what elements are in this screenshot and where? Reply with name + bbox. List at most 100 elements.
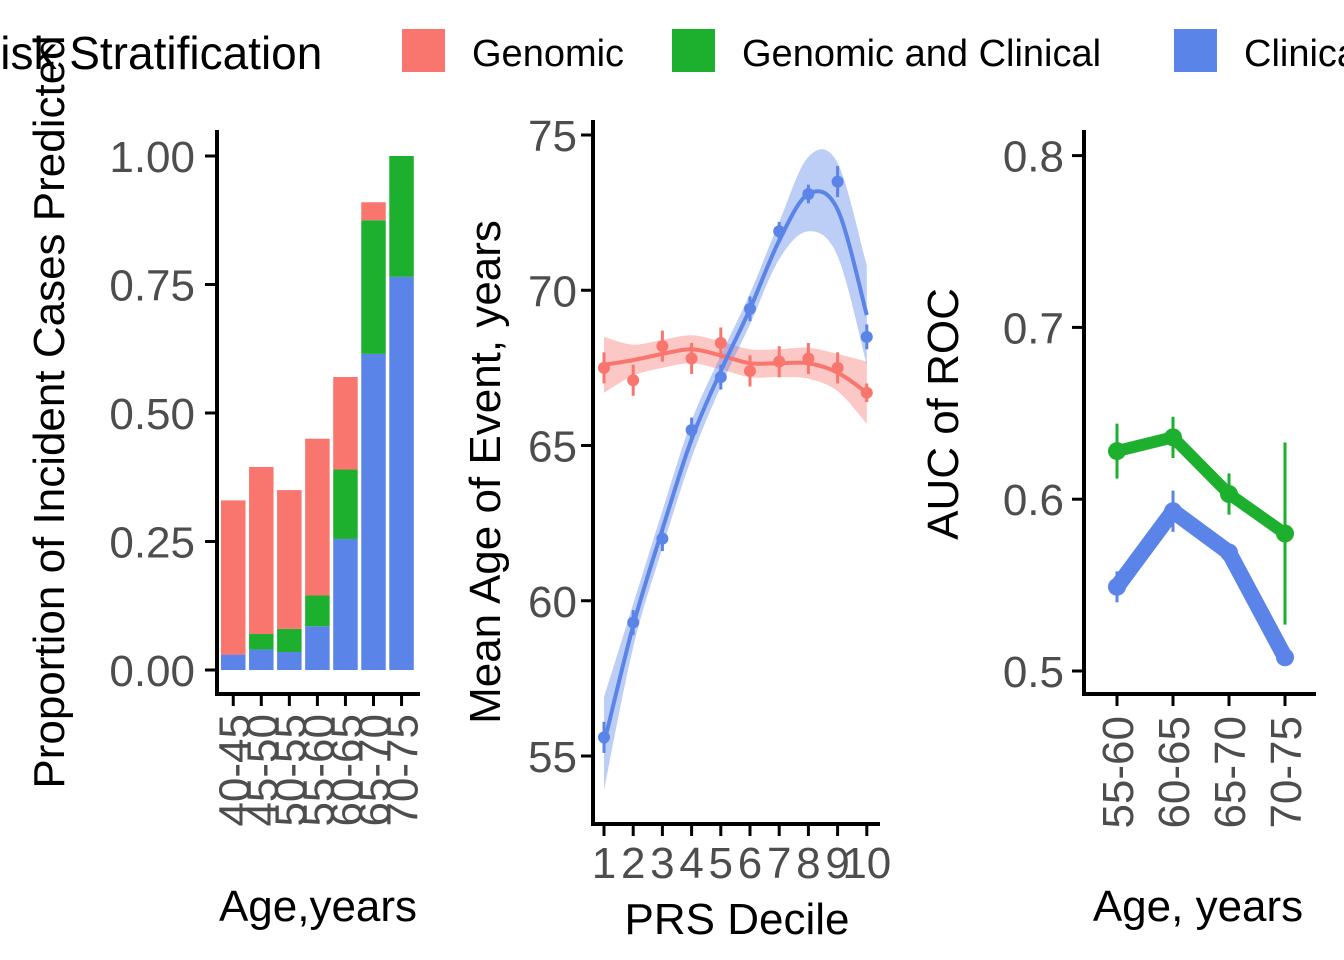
bar-clinical-60-65: [333, 538, 358, 670]
legend-key-genomic: [402, 29, 445, 72]
y-tick-label: 55: [528, 733, 577, 782]
legend-key-clinical: [1174, 29, 1217, 72]
point-genomic: [685, 352, 698, 365]
legend-label-genomic: Genomic: [472, 33, 624, 75]
confidence-band-group: [604, 149, 867, 791]
x-tick-label: 4: [679, 839, 703, 888]
point-genomic: [598, 361, 610, 374]
x-tick-label: 70-75: [379, 714, 428, 827]
x-tick-label: 45-50: [238, 714, 287, 827]
point-clinical: [831, 175, 844, 188]
y-tick-group: 0.00 0.25 0.50 0.75 1.00: [109, 133, 217, 696]
point-clinical: [714, 371, 727, 384]
x-tick-label: 55-60: [1094, 716, 1143, 829]
point-genomic-and-clinical: [1220, 485, 1238, 504]
legend-label-genomic-and-clinical: Genomic and Clinical: [742, 33, 1101, 75]
point-genomic-and-clinical: [1164, 428, 1182, 447]
panel-prs-decile: 55 60 65 70 75 1 2 3 4 5 6 7 8 910 PRS Decile Mean A…: [461, 112, 891, 944]
y-tick-label: 0.00: [109, 647, 195, 696]
line-genomic-and-clinical: [1111, 431, 1291, 540]
bar-genomic-55-60: [305, 438, 330, 596]
bar-clinical-70-75: [389, 276, 414, 670]
point-group: [598, 166, 873, 753]
point-genomic: [831, 361, 844, 374]
x-tick-label: 10: [842, 839, 891, 888]
point-genomic: [627, 374, 640, 387]
point-clinical: [860, 330, 873, 343]
bar-clinical-40-45: [221, 654, 246, 670]
x-tick-label: 5: [709, 839, 733, 888]
y-tick-label: 75: [528, 112, 577, 161]
panel-auc-roc: 0.5 0.6 0.7 0.8 55-60 60-65 65-70 70-75 Age, y…: [919, 130, 1316, 931]
point-genomic: [656, 340, 669, 353]
point-clinical: [1276, 648, 1294, 667]
x-axis-title: Age,years: [219, 882, 417, 931]
y-tick-label: 0.7: [1003, 304, 1064, 353]
bar-genomic-and-clinical-55-60: [305, 595, 330, 627]
bar-group: [221, 156, 414, 670]
point-clinical: [1220, 543, 1238, 562]
point-clinical: [1164, 502, 1182, 521]
panel-stacked-bar: 0.00 0.25 0.50 0.75 1.00 40-4545-5050-5555-6…: [25, 35, 428, 931]
x-tick-label: 2: [621, 839, 645, 888]
bar-genomic-and-clinical-70-75: [389, 156, 414, 277]
x-tick-label: 60-65: [322, 714, 371, 827]
bar-genomic-65-70: [361, 202, 386, 221]
x-tick-label: 50-55: [266, 714, 315, 827]
x-tick-label: 60-65: [1150, 716, 1199, 829]
line-group: [1108, 416, 1294, 667]
bar-genomic-and-clinical-45-50: [249, 634, 274, 650]
legend-title: Risk Stratification: [0, 27, 322, 79]
point-clinical: [773, 225, 786, 238]
x-tick-group: 55-60 60-65 65-70 70-75: [1094, 694, 1311, 829]
x-axis-title: Age, years: [1093, 882, 1303, 931]
bar-genomic-40-45: [221, 500, 246, 655]
point-genomic: [773, 355, 786, 368]
bar-clinical-55-60: [305, 626, 330, 670]
bar-genomic-and-clinical-65-70: [361, 220, 386, 354]
point-clinical: [656, 532, 669, 545]
point-clinical: [685, 423, 698, 436]
x-tick-group: 1 2 3 4 5 6 7 8 910: [592, 824, 891, 888]
legend: Risk Stratification Genomic Genomic and …: [0, 27, 1344, 79]
y-tick-label: 0.75: [109, 262, 195, 311]
point-clinical: [802, 187, 815, 200]
y-tick-group: 55 60 65 70 75: [528, 112, 593, 782]
y-tick-group: 0.5 0.6 0.7 0.8: [1003, 133, 1084, 697]
bar-genomic-45-50: [249, 466, 274, 635]
point-genomic: [802, 352, 815, 365]
y-tick-label: 65: [528, 423, 577, 472]
y-tick-label: 0.8: [1003, 133, 1064, 182]
y-tick-label: 1.00: [109, 133, 195, 182]
x-tick-label: 3: [650, 839, 674, 888]
point-genomic-and-clinical: [1276, 524, 1294, 543]
bar-clinical-50-55: [277, 652, 302, 670]
y-axis-title: Mean Age of Event, years: [461, 220, 510, 724]
y-tick-label: 0.25: [109, 519, 195, 568]
band-clinical: [604, 149, 867, 791]
x-tick-label: 65-70: [1206, 716, 1255, 829]
bar-genomic-60-65: [333, 377, 358, 470]
x-tick-label: 6: [738, 839, 762, 888]
band-genomic: [604, 335, 867, 424]
legend-key-genomic-and-clinical: [672, 29, 715, 72]
x-tick-label: 65-70: [351, 714, 400, 827]
smooth-line-clinical: [602, 189, 869, 745]
smooth-line-group: [602, 189, 869, 745]
y-tick-label: 0.5: [1003, 648, 1064, 697]
x-tick-label: 40-45: [210, 714, 259, 827]
bar-clinical-45-50: [249, 649, 274, 670]
y-tick-label: 60: [528, 578, 577, 627]
point-genomic-and-clinical: [1108, 442, 1126, 461]
y-axis-title: AUC of ROC: [919, 288, 968, 540]
x-tick-label: 55-60: [294, 714, 343, 827]
y-axis-title: Proportion of Incident Cases Predicted: [25, 35, 74, 788]
bar-genomic-50-55: [277, 490, 302, 629]
point-clinical: [744, 302, 756, 315]
x-tick-label: 1: [592, 839, 616, 888]
smooth-line-genomic: [603, 347, 868, 395]
bar-genomic-and-clinical-60-65: [333, 469, 358, 539]
bar-genomic-and-clinical-50-55: [277, 628, 302, 653]
